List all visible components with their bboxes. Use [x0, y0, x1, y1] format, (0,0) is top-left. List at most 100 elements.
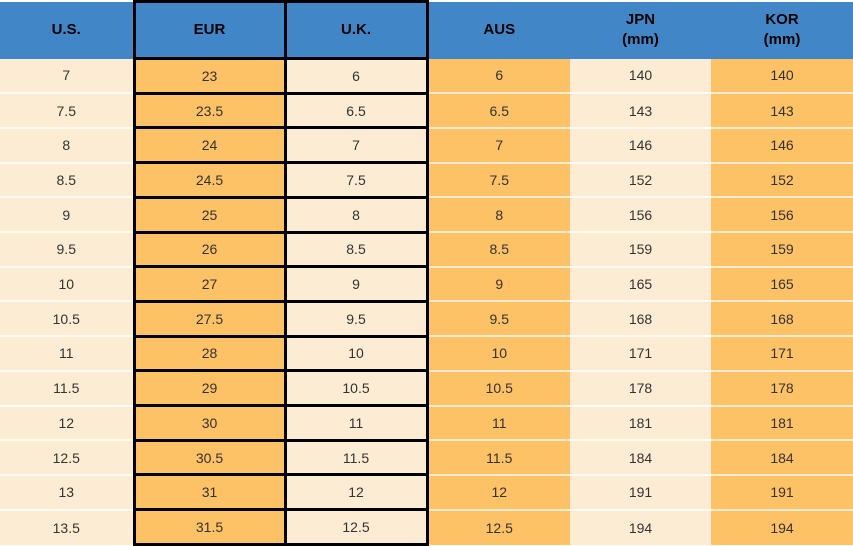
table-cell: 8: [0, 126, 134, 163]
column-header-label: JPN: [625, 10, 656, 28]
table-cell: 159: [711, 231, 853, 267]
column-header-label: U.K.: [341, 20, 371, 38]
table-cell: 11.5: [0, 369, 134, 406]
table-row: 7 23 6 6 140 140: [0, 57, 853, 95]
table-cell: 184: [570, 439, 711, 475]
table-cell: 7: [0, 58, 134, 94]
table-cell: 171: [570, 335, 711, 371]
table-row: 10 27 9 9 165 165: [0, 265, 853, 303]
column-header-sub: (mm): [622, 31, 659, 48]
table-row: 13 31 12 12 191 191: [0, 473, 853, 512]
table-cell: 140: [711, 58, 853, 94]
table-cell: 13: [0, 473, 134, 510]
table-cell: 27.5: [132, 299, 287, 338]
table-cell: 6: [427, 58, 570, 94]
table-cell: 11.5: [427, 439, 570, 475]
table-cell: 26: [132, 230, 287, 269]
table-row: 12 30 11 11 181 181: [0, 404, 853, 442]
column-header-eur: EUR: [132, 0, 287, 60]
table-cell: 168: [711, 300, 853, 337]
table-cell: 25: [132, 195, 287, 234]
table-cell: 7.5: [0, 92, 134, 128]
table-cell: 10.5: [427, 369, 570, 406]
table-cell: 30.5: [132, 438, 287, 477]
table-cell: 143: [711, 92, 853, 128]
table-cell: 10.5: [0, 300, 134, 337]
table-cell: 10: [0, 265, 134, 302]
table-cell: 30: [132, 404, 287, 442]
table-cell: 178: [570, 369, 711, 406]
column-header-label: U.S.: [51, 20, 81, 38]
column-header-label: AUS: [483, 20, 516, 38]
table-cell: 9: [283, 265, 429, 303]
column-header-jpn: JPN (mm): [570, 1, 711, 59]
table-cell: 12: [283, 473, 429, 512]
table-cell: 181: [570, 404, 711, 441]
table-cell: 194: [570, 508, 711, 545]
table-row: 9.5 26 8.5 8.5 159 159: [0, 230, 853, 269]
table-cell: 181: [711, 404, 853, 441]
table-cell: 11: [427, 404, 570, 441]
column-header-kor: KOR (mm): [711, 1, 853, 59]
column-header-us: U.S.: [0, 1, 134, 59]
table-cell: 28: [132, 334, 287, 373]
table-cell: 23: [132, 57, 287, 95]
table-cell: 6: [283, 57, 429, 95]
table-cell: 159: [570, 231, 711, 267]
column-header-label: EUR: [193, 20, 226, 38]
table-row: 12.5 30.5 11.5 11.5 184 184: [0, 438, 853, 477]
table-cell: 7: [427, 126, 570, 163]
table-cell: 6.5: [283, 91, 429, 130]
table-cell: 8.5: [427, 231, 570, 267]
table-cell: 10: [283, 334, 429, 373]
table-cell: 31: [132, 473, 287, 512]
table-cell: 171: [711, 335, 853, 371]
table-cell: 146: [711, 126, 853, 163]
table-cell: 12.5: [0, 439, 134, 475]
table-cell: 10: [427, 335, 570, 371]
table-cell: 8: [283, 195, 429, 234]
table-cell: 8.5: [283, 230, 429, 269]
table-cell: 165: [570, 265, 711, 302]
table-row: 9 25 8 8 156 156: [0, 195, 853, 234]
table-cell: 24: [132, 126, 287, 165]
table-cell: 27: [132, 265, 287, 303]
table-cell: 7.5: [427, 161, 570, 198]
column-header-aus: AUS: [427, 1, 570, 59]
table-cell: 13.5: [0, 508, 134, 545]
table-cell: 146: [570, 126, 711, 163]
table-row: 10.5 27.5 9.5 9.5 168 168: [0, 299, 853, 338]
column-header-label: KOR: [765, 10, 799, 28]
table-cell: 152: [570, 161, 711, 198]
table-cell: 7.5: [283, 161, 429, 199]
table-cell: 10.5: [283, 369, 429, 408]
table-cell: 9.5: [427, 300, 570, 337]
table-cell: 29: [132, 369, 287, 408]
table-cell: 194: [711, 508, 853, 545]
table-cell: 23.5: [132, 91, 287, 130]
table-row: 8.5 24.5 7.5 7.5 152 152: [0, 161, 853, 199]
table-cell: 191: [711, 473, 853, 510]
table-cell: 9.5: [0, 231, 134, 267]
table-cell: 156: [711, 196, 853, 233]
table-cell: 178: [711, 369, 853, 406]
table-row: 11 28 10 10 171 171: [0, 334, 853, 373]
table-cell: 11.5: [283, 438, 429, 477]
table-cell: 12.5: [283, 508, 429, 546]
table-cell: 165: [711, 265, 853, 302]
table-cell: 12.5: [427, 508, 570, 545]
table-cell: 143: [570, 92, 711, 128]
table-cell: 8: [427, 196, 570, 233]
table-cell: 12: [0, 404, 134, 441]
table-cell: 31.5: [132, 508, 287, 546]
table-cell: 140: [570, 58, 711, 94]
table-cell: 11: [0, 335, 134, 371]
table-cell: 7: [283, 126, 429, 165]
header-row: U.S. EUR U.K. AUS JPN (mm): [0, 0, 853, 60]
table-cell: 9.5: [283, 299, 429, 338]
table-cell: 152: [711, 161, 853, 198]
table-cell: 24.5: [132, 161, 287, 199]
table-cell: 191: [570, 473, 711, 510]
